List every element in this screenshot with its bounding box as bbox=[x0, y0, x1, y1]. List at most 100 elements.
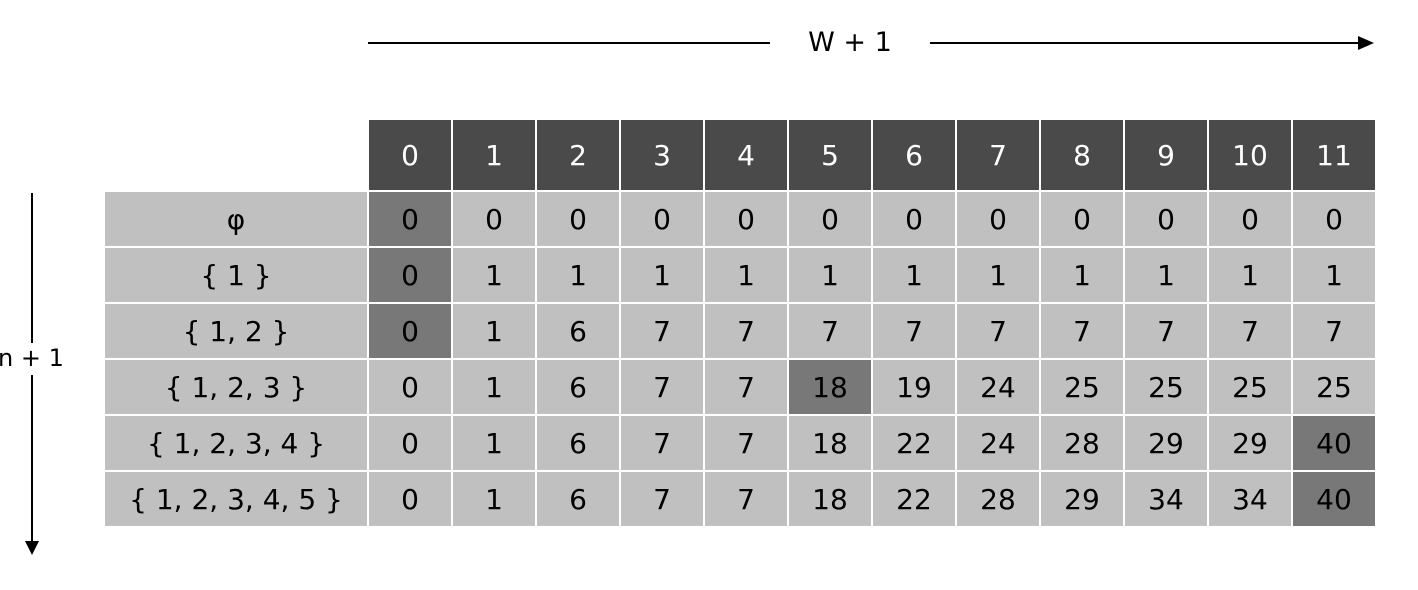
table-cell: 1 bbox=[451, 414, 537, 472]
table-cell: 7 bbox=[1039, 302, 1125, 360]
table-cell: 0 bbox=[367, 414, 453, 472]
table-cell: 0 bbox=[787, 190, 873, 248]
table-cell: 22 bbox=[871, 470, 957, 528]
table-cell: 0 bbox=[955, 190, 1041, 248]
table-cell: 24 bbox=[955, 358, 1041, 416]
column-header: 11 bbox=[1291, 118, 1377, 192]
knapsack-dp-table: 0 1 2 3 4 5 6 7 8 9 10 11 φ 0 0 0 0 0 0 0 0 0 0 0 0{… bbox=[103, 118, 1377, 528]
table-cell: 7 bbox=[703, 470, 789, 528]
table-cell: 29 bbox=[1123, 414, 1209, 472]
table-cell: 1 bbox=[871, 246, 957, 304]
table-cell: 1 bbox=[955, 246, 1041, 304]
column-header: 4 bbox=[703, 118, 789, 192]
table-cell: 6 bbox=[535, 358, 621, 416]
column-header: 9 bbox=[1123, 118, 1209, 192]
items-arrow-bottom-segment bbox=[31, 375, 33, 542]
column-header: 6 bbox=[871, 118, 957, 192]
column-header: 1 bbox=[451, 118, 537, 192]
row-label: φ bbox=[103, 190, 369, 248]
table-cell: 6 bbox=[535, 470, 621, 528]
table-cell: 1 bbox=[703, 246, 789, 304]
column-header: 0 bbox=[367, 118, 453, 192]
table-cell: 0 bbox=[367, 470, 453, 528]
table-cell: 34 bbox=[1207, 470, 1293, 528]
table-cell: 1 bbox=[1039, 246, 1125, 304]
table-cell: 7 bbox=[1123, 302, 1209, 360]
width-arrow-head-icon bbox=[1358, 36, 1374, 50]
table-row: { 1, 2, 3, 4 } 0 1 6 7 7 18 22 24 28 29 29 40 bbox=[103, 414, 1377, 472]
highlighted-table-cell: 0 bbox=[367, 246, 453, 304]
table-row: { 1, 2, 3 } 0 1 6 7 7 18 19 24 25 25 25 25 bbox=[103, 358, 1377, 416]
row-label: { 1, 2 } bbox=[103, 302, 369, 360]
table-cell: 19 bbox=[871, 358, 957, 416]
column-header: 7 bbox=[955, 118, 1041, 192]
items-arrow-head-icon bbox=[25, 541, 39, 555]
table-cell: 25 bbox=[1123, 358, 1209, 416]
table-cell: 1 bbox=[451, 470, 537, 528]
table-row: { 1, 2, 3, 4, 5 } 0 1 6 7 7 18 22 28 29 34 34 40 bbox=[103, 470, 1377, 528]
highlighted-table-cell: 0 bbox=[367, 190, 453, 248]
table-cell: 0 bbox=[619, 190, 705, 248]
table-cell: 1 bbox=[1291, 246, 1377, 304]
row-label: { 1, 2, 3, 4, 5 } bbox=[103, 470, 369, 528]
row-label: { 1, 2, 3, 4 } bbox=[103, 414, 369, 472]
table-cell: 1 bbox=[535, 246, 621, 304]
column-header: 3 bbox=[619, 118, 705, 192]
table-cell: 7 bbox=[955, 302, 1041, 360]
column-header: 10 bbox=[1207, 118, 1293, 192]
highlighted-table-cell: 40 bbox=[1291, 414, 1377, 472]
table-cell: 0 bbox=[367, 358, 453, 416]
table-cell: 1 bbox=[787, 246, 873, 304]
table-cell: 7 bbox=[871, 302, 957, 360]
table-cell: 1 bbox=[1123, 246, 1209, 304]
width-arrow-right-segment bbox=[930, 42, 1360, 44]
table-cell: 28 bbox=[1039, 414, 1125, 472]
table-cell: 25 bbox=[1039, 358, 1125, 416]
table-cell: 0 bbox=[451, 190, 537, 248]
highlighted-table-cell: 40 bbox=[1291, 470, 1377, 528]
table-cell: 7 bbox=[1207, 302, 1293, 360]
table-cell: 1 bbox=[451, 246, 537, 304]
table-cell: 1 bbox=[451, 358, 537, 416]
table-cell: 7 bbox=[619, 358, 705, 416]
table-cell: 22 bbox=[871, 414, 957, 472]
table-cell: 0 bbox=[1291, 190, 1377, 248]
table-cell: 0 bbox=[703, 190, 789, 248]
table-cell: 25 bbox=[1207, 358, 1293, 416]
table-cell: 7 bbox=[619, 414, 705, 472]
table-cell: 7 bbox=[619, 470, 705, 528]
table-cell: 29 bbox=[1039, 470, 1125, 528]
table-cell: 7 bbox=[787, 302, 873, 360]
column-header: 8 bbox=[1039, 118, 1125, 192]
table-cell: 7 bbox=[1291, 302, 1377, 360]
table-cell: 7 bbox=[703, 358, 789, 416]
table-cell: 0 bbox=[1039, 190, 1125, 248]
table-cell: 18 bbox=[787, 470, 873, 528]
row-label: { 1 } bbox=[103, 246, 369, 304]
table-cell: 34 bbox=[1123, 470, 1209, 528]
table-cell: 6 bbox=[535, 302, 621, 360]
column-header-row: 0 1 2 3 4 5 6 7 8 9 10 11 bbox=[103, 118, 1377, 192]
table-cell: 1 bbox=[619, 246, 705, 304]
table-cell: 7 bbox=[619, 302, 705, 360]
row-label: { 1, 2, 3 } bbox=[103, 358, 369, 416]
table-row: { 1, 2 } 0 1 6 7 7 7 7 7 7 7 7 7 bbox=[103, 302, 1377, 360]
table-cell: 0 bbox=[1123, 190, 1209, 248]
table-cell: 28 bbox=[955, 470, 1041, 528]
column-header: 5 bbox=[787, 118, 873, 192]
items-axis-label: n + 1 bbox=[0, 344, 64, 372]
table-cell: 29 bbox=[1207, 414, 1293, 472]
table-cell: 0 bbox=[871, 190, 957, 248]
table-cell: 0 bbox=[535, 190, 621, 248]
table-cell: 18 bbox=[787, 414, 873, 472]
table-cell: 1 bbox=[451, 302, 537, 360]
table-cell: 0 bbox=[1207, 190, 1293, 248]
table-row: { 1 } 0 1 1 1 1 1 1 1 1 1 1 1 bbox=[103, 246, 1377, 304]
column-header: 2 bbox=[535, 118, 621, 192]
highlighted-table-cell: 0 bbox=[367, 302, 453, 360]
items-arrow-top-segment bbox=[31, 193, 33, 343]
highlighted-table-cell: 18 bbox=[787, 358, 873, 416]
width-axis-label: W + 1 bbox=[808, 27, 892, 58]
width-arrow-left-segment bbox=[368, 42, 770, 44]
